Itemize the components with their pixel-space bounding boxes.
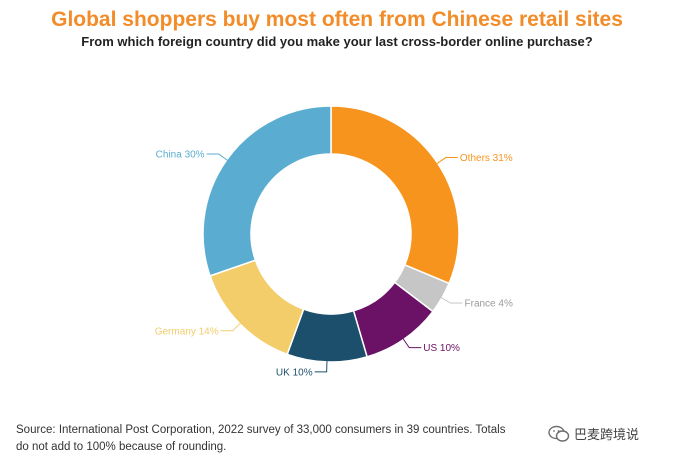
leader-china [206,153,232,164]
chart-subtitle: From which foreign country did you make … [81,34,593,49]
label-china: China 30% [156,149,205,160]
label-france: France 4% [465,299,513,310]
leader-others [432,157,458,167]
label-germany: Germany 14% [155,326,219,337]
leader-uk [314,355,328,373]
slice-china [202,105,332,277]
slice-others [330,105,460,285]
wechat-icon [548,425,570,442]
watermark-text: 巴麦跨境说 [574,427,640,442]
leader-us [399,334,422,349]
leader-germany [220,319,245,332]
label-others: Others 31% [460,153,513,164]
slice-germany [209,259,305,356]
label-uk: UK 10% [276,367,313,378]
leader-france [436,294,463,304]
donut-chart: Others 31% France 4% US 10% UK 10% Germany 1… [155,105,513,378]
label-us: US 10% [423,343,460,354]
watermark: 巴麦跨境说 [548,424,639,443]
source-note: Source: International Post Corporation, … [16,424,506,453]
chart-title: Global shoppers buy most often from Chin… [51,8,623,31]
